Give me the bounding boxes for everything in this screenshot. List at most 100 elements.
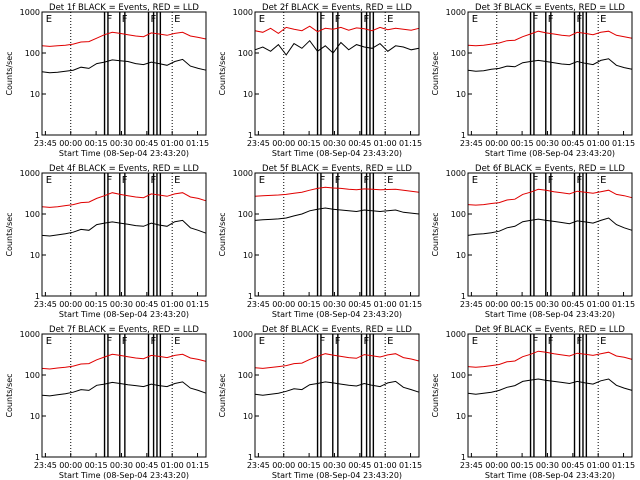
x-tick-label: 01:00 — [587, 139, 610, 148]
x-tick-label: 01:00 — [374, 300, 397, 309]
x-tick-label: 23:45 — [247, 139, 270, 148]
series-line-lld — [467, 188, 633, 206]
chart-title: Det 1f BLACK = Events, RED = LLD — [49, 3, 199, 13]
y-tick-label: 10 — [456, 90, 466, 99]
bar-letter: E — [259, 336, 265, 347]
bar-letter: F — [577, 175, 583, 186]
series-line-events — [254, 39, 420, 56]
bar-letter: F — [122, 336, 128, 347]
x-tick-label: 23:45 — [460, 139, 483, 148]
plot-frame — [254, 333, 420, 458]
y-tick-label: 1 — [35, 453, 40, 462]
y-tick-label: 1 — [248, 292, 253, 301]
series-line-events — [467, 58, 633, 72]
y-axis-label: Counts/sec — [5, 212, 14, 256]
bar-letter: E — [46, 14, 52, 25]
x-tick-label: 23:45 — [34, 139, 57, 148]
y-tick-label: 100 — [25, 210, 40, 219]
y-tick-label: 1000 — [446, 8, 466, 17]
x-tick-label: 00:00 — [485, 461, 508, 470]
bar-letter: F — [320, 14, 326, 25]
x-tick-label: 01:15 — [612, 139, 635, 148]
bar-letter: F — [577, 14, 583, 25]
y-axis-label: Counts/sec — [5, 51, 14, 95]
x-tick-label: 00:15 — [298, 300, 321, 309]
bar-letter: F — [320, 175, 326, 186]
plot-frame — [41, 11, 207, 136]
y-axis-label: Counts/sec — [218, 51, 227, 95]
bar-letter: E — [46, 336, 52, 347]
series-line-events — [41, 219, 207, 237]
x-tick-label: 00:15 — [298, 139, 321, 148]
y-tick-label: 1000 — [233, 169, 253, 178]
chart-title: Det 2f BLACK = Events, RED = LLD — [262, 3, 412, 13]
bar-letter: E — [600, 175, 606, 186]
x-tick-label: 01:00 — [161, 139, 184, 148]
x-tick-label: 00:00 — [272, 300, 295, 309]
x-tick-label: 00:30 — [110, 300, 133, 309]
x-tick-label: 00:45 — [561, 139, 584, 148]
bar-letter: E — [46, 175, 52, 186]
bar-letter: F — [151, 175, 157, 186]
x-tick-label: 00:45 — [135, 139, 158, 148]
y-tick-label: 1000 — [446, 169, 466, 178]
x-tick-label: 00:15 — [85, 461, 108, 470]
series-line-events — [41, 381, 207, 397]
bar-letter: F — [107, 336, 113, 347]
x-tick-label: 00:00 — [59, 139, 82, 148]
series-line-lld — [41, 353, 207, 370]
x-tick-label: 00:00 — [59, 461, 82, 470]
chart-title: Det 4f BLACK = Events, RED = LLD — [49, 164, 199, 174]
y-tick-label: 10 — [243, 412, 253, 421]
series-line-lld — [41, 192, 207, 208]
series-line-events — [467, 217, 633, 236]
plot-frame — [41, 333, 207, 458]
y-tick-label: 1000 — [20, 330, 40, 339]
x-tick-label: 01:15 — [186, 139, 209, 148]
y-tick-label: 100 — [238, 371, 253, 380]
y-tick-label: 1000 — [20, 169, 40, 178]
x-tick-label: 01:15 — [612, 300, 635, 309]
bar-letter: F — [107, 14, 113, 25]
series-line-lld — [467, 350, 633, 368]
x-tick-label: 01:00 — [161, 300, 184, 309]
y-tick-label: 10 — [243, 90, 253, 99]
y-tick-label: 1 — [461, 292, 466, 301]
x-axis-label: Start Time (08-Sep-04 23:43:20) — [485, 471, 615, 480]
x-tick-label: 01:00 — [587, 461, 610, 470]
y-tick-label: 1 — [461, 453, 466, 462]
bar-letter: E — [174, 175, 180, 186]
bar-letter: F — [151, 14, 157, 25]
x-tick-label: 00:00 — [485, 300, 508, 309]
x-axis-label: Start Time (08-Sep-04 23:43:20) — [59, 149, 189, 158]
bar-letter: F — [364, 175, 370, 186]
x-tick-label: 01:15 — [399, 461, 422, 470]
bar-letter: F — [122, 175, 128, 186]
y-axis-label: Counts/sec — [218, 212, 227, 256]
bar-letter: E — [387, 14, 393, 25]
y-tick-label: 1 — [461, 131, 466, 140]
x-tick-label: 23:45 — [247, 300, 270, 309]
chart-title: Det 8f BLACK = Events, RED = LLD — [262, 325, 412, 335]
bar-letter: F — [364, 336, 370, 347]
series-line-lld — [41, 31, 207, 47]
chart-title: Det 3f BLACK = Events, RED = LLD — [475, 3, 625, 13]
x-tick-label: 00:00 — [485, 139, 508, 148]
bar-letter: E — [387, 336, 393, 347]
series-line-events — [254, 207, 420, 221]
bar-letter: F — [320, 336, 326, 347]
y-tick-label: 100 — [451, 49, 466, 58]
bar-letter: E — [387, 175, 393, 186]
bar-letter: F — [151, 336, 157, 347]
x-tick-label: 01:15 — [399, 300, 422, 309]
y-tick-label: 100 — [238, 210, 253, 219]
chart-title: Det 7f BLACK = Events, RED = LLD — [49, 325, 199, 335]
x-tick-label: 00:30 — [110, 461, 133, 470]
x-tick-label: 00:45 — [135, 300, 158, 309]
y-axis-label: Counts/sec — [431, 373, 440, 417]
